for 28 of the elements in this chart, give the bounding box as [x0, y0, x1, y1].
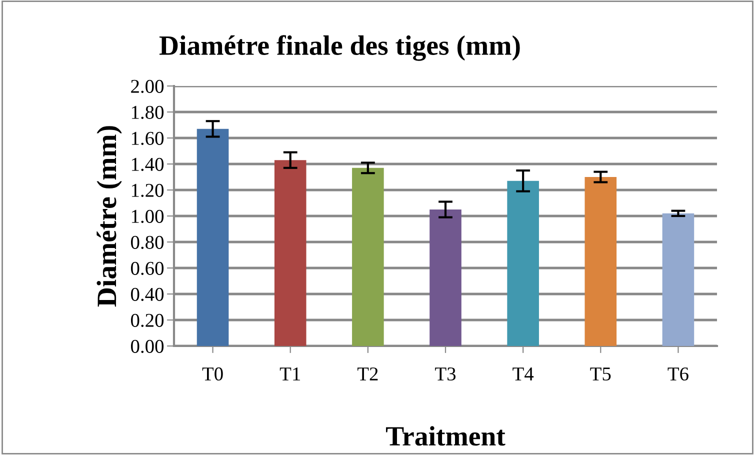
bar — [430, 210, 462, 346]
bar — [274, 160, 306, 346]
y-tick-label: 0.80 — [130, 236, 164, 250]
bar — [196, 128, 229, 346]
y-tick-label: 0.20 — [130, 314, 164, 328]
y-tick-label: 1.40 — [132, 158, 164, 172]
bar — [352, 168, 384, 346]
x-tick-label: T5 — [590, 368, 611, 381]
y-tick-label: 1.00 — [132, 210, 164, 224]
y-axis-title: Diamétre (mm) — [96, 126, 122, 307]
x-axis-title: Traitment — [386, 426, 506, 446]
x-tick-label: T1 — [280, 367, 300, 380]
bar — [507, 180, 539, 346]
y-tick-label: 0.60 — [130, 262, 164, 276]
x-tick-label: T3 — [435, 367, 456, 381]
y-tick-label: 2.00 — [131, 80, 164, 94]
y-tick-label: 1.20 — [132, 184, 164, 198]
x-tick-label: T6 — [668, 367, 688, 381]
x-tick-label: T0 — [202, 367, 223, 381]
y-tick-label: 0.00 — [130, 340, 164, 354]
bar — [584, 177, 617, 346]
chart-title: Diamétre finale des tiges (mm) — [159, 35, 520, 61]
y-tick-label: 1.60 — [132, 132, 164, 146]
y-tick-label: 0.40 — [130, 288, 164, 302]
y-tick-label: 1.80 — [132, 106, 164, 120]
x-tick-label: T4 — [512, 368, 534, 380]
bar — [662, 213, 694, 346]
x-tick-label: T2 — [357, 367, 378, 380]
